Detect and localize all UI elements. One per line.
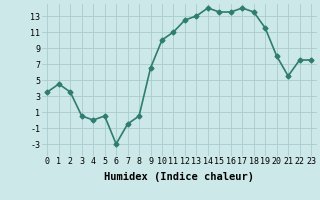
X-axis label: Humidex (Indice chaleur): Humidex (Indice chaleur) (104, 172, 254, 182)
